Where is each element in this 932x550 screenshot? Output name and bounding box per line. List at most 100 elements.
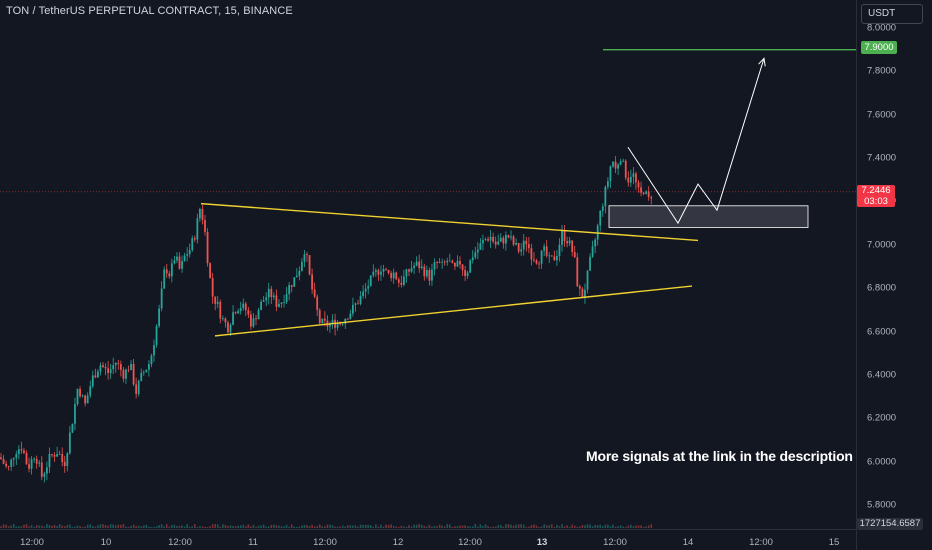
volume-bar [617, 526, 619, 528]
lower-trendline [214, 285, 693, 337]
price-tick-label: 7.8000 [867, 65, 897, 77]
volume-bar [382, 526, 385, 528]
candle-body [441, 261, 444, 263]
candle-body [206, 231, 209, 264]
volume-bar [267, 526, 270, 528]
support-zone [608, 205, 809, 228]
volume-bar [650, 524, 653, 528]
candle-body [114, 362, 117, 366]
candle-body [329, 323, 331, 327]
volume-bar [352, 525, 354, 528]
volume-bar [556, 524, 558, 528]
candle-body [158, 308, 160, 327]
volume-bar [436, 526, 438, 528]
candle-body [372, 271, 375, 276]
candle-body [517, 242, 520, 252]
volume-bar [545, 525, 548, 528]
candle-body [178, 256, 181, 269]
candle-body [604, 186, 607, 207]
candle-body [15, 454, 18, 458]
volume-bar [464, 525, 466, 528]
volume-bar [380, 524, 382, 528]
volume-bar [403, 526, 405, 528]
volume-bar [553, 526, 556, 528]
candle-body [247, 310, 250, 315]
candle-body [196, 218, 199, 240]
volume-bar [51, 525, 53, 528]
volume-bar [130, 525, 132, 528]
candle-body [148, 364, 150, 370]
volume-bar [229, 525, 232, 528]
time-tick-label: 12:00 [20, 537, 44, 548]
candle-body [550, 255, 553, 257]
candle-body [107, 368, 109, 374]
volume-bar [492, 526, 494, 528]
candle-body [505, 235, 507, 244]
volume-bar [33, 526, 35, 528]
candle-body [252, 318, 255, 327]
volume-bar [528, 526, 530, 528]
volume-bar [454, 526, 456, 528]
volume-bar [58, 524, 61, 528]
volume-bar [408, 525, 410, 528]
currency-selector[interactable]: USDT [861, 4, 923, 24]
candle-body [443, 261, 446, 263]
candle-body [66, 453, 69, 466]
candle-body [352, 304, 354, 314]
candle-body [211, 277, 214, 297]
volume-bar [563, 526, 566, 528]
volume-bar [18, 526, 20, 528]
candle-body [89, 386, 92, 396]
volume-bar [326, 524, 329, 528]
volume-bar [431, 526, 433, 528]
candle-body [538, 263, 540, 265]
time-tick-label: 13 [536, 537, 548, 548]
candle-body [520, 249, 523, 252]
candle-body [561, 230, 563, 245]
volume-bar [359, 524, 362, 528]
candle-body [56, 454, 58, 457]
time-scale-separator [0, 529, 856, 530]
candle-body [74, 404, 76, 424]
volume-bar [316, 525, 318, 528]
candle-body [466, 272, 469, 277]
volume-bar [505, 524, 507, 528]
candle-body [91, 375, 94, 387]
candle-body [499, 237, 502, 242]
candle-body [204, 220, 206, 232]
volume-bar [288, 526, 290, 528]
volume-bar [234, 526, 237, 528]
volume-bar [502, 526, 505, 528]
volume-bar [94, 526, 97, 528]
candle-body [395, 272, 398, 280]
candle-body [387, 269, 390, 274]
volume-bar [0, 526, 2, 528]
volume-bar [127, 526, 130, 528]
volume-bar [76, 525, 79, 528]
volume-bar [270, 524, 273, 528]
volume-bar [420, 524, 423, 528]
candle-body [316, 296, 319, 311]
candle-body [127, 369, 130, 371]
price-tick-label: 6.6000 [867, 326, 897, 338]
candle-body [397, 279, 400, 283]
candle-body [303, 254, 306, 262]
volume-bar [81, 526, 84, 528]
candle-body [349, 313, 352, 320]
volume-bar [153, 526, 155, 528]
candle-body [357, 303, 359, 305]
candle-body [112, 365, 115, 370]
candle-body [502, 237, 505, 244]
volume-bar [357, 526, 359, 528]
volume-bar [239, 525, 242, 528]
candle-body [392, 272, 395, 279]
candles [0, 156, 653, 483]
volume-bar [647, 525, 650, 528]
candle-body [507, 235, 510, 238]
volume-bar [512, 525, 515, 528]
candle-body [135, 384, 138, 394]
candle-body [250, 314, 252, 327]
candle-body [566, 241, 568, 244]
volume-bar [48, 525, 51, 528]
